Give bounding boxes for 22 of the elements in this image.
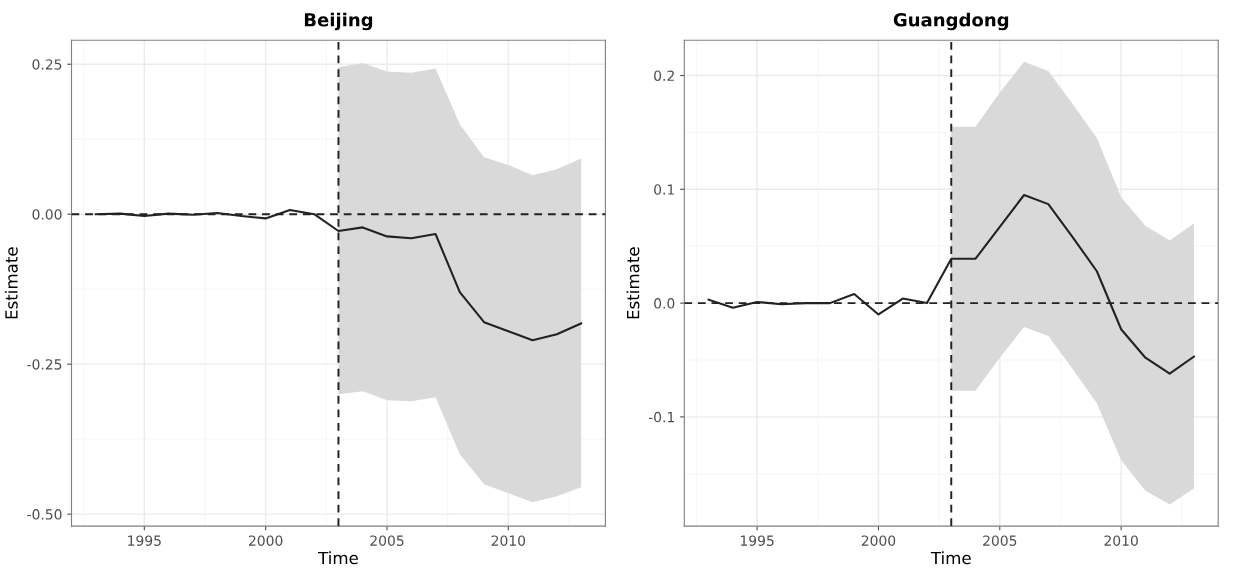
chart-title: Beijing <box>304 12 373 31</box>
y-tick-label: -0.25 <box>27 359 62 370</box>
x-tick-label: 2000 <box>861 535 896 546</box>
x-tick-label: 2010 <box>491 535 526 546</box>
y-tick-label: 0.00 <box>32 209 62 220</box>
x-tick-label: 1995 <box>740 535 774 546</box>
x-tick-label: 2005 <box>370 535 404 546</box>
y-tick-label: 0.25 <box>32 59 62 70</box>
x-tick-label: 1995 <box>128 535 161 546</box>
y-tick-label: -0.1 <box>648 411 675 423</box>
y-tick-label: 0.2 <box>654 70 674 81</box>
y-axis-title: Estimate <box>4 247 18 319</box>
x-tick-label: 2000 <box>249 535 283 546</box>
y-tick-label: 0.1 <box>654 184 675 195</box>
x-axis-title: Time <box>930 551 971 565</box>
y-tick-label: 0.0 <box>654 298 675 309</box>
chart-title: Guangdong <box>893 12 1009 31</box>
y-axis-title: Estimate <box>626 247 640 319</box>
x-axis-title: Time <box>318 551 358 565</box>
y-tick-label: -0.50 <box>27 509 62 520</box>
x-tick-label: 2005 <box>983 535 1017 546</box>
x-tick-label: 2010 <box>1104 535 1138 546</box>
